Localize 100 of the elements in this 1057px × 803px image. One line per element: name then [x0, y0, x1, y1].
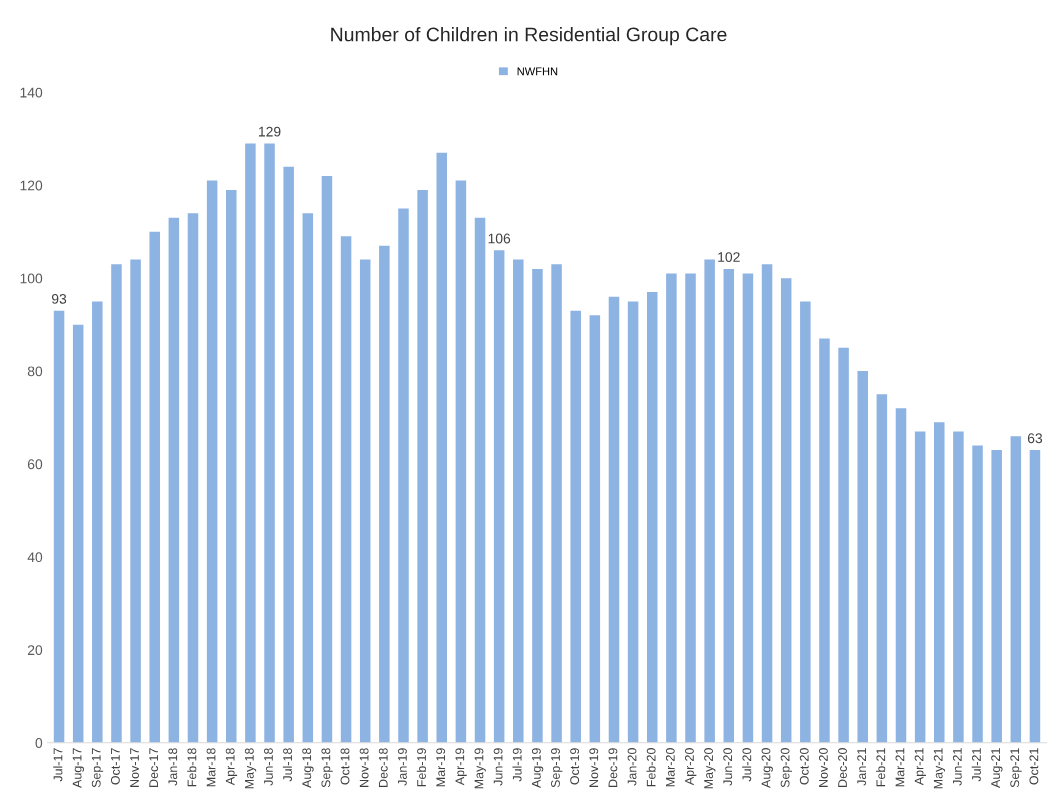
bar [283, 166, 294, 743]
x-tick-label: May-18 [244, 748, 257, 789]
bar [1010, 436, 1022, 743]
bar [493, 250, 505, 743]
x-tick-label: May-20 [704, 748, 716, 789]
x-tick-label: Sep-20 [780, 748, 793, 788]
x-tick-label: Apr-20 [685, 748, 697, 786]
x-tick-label: Jul-20 [742, 748, 752, 782]
x-tick-label: Oct-20 [799, 748, 809, 785]
x-tick-label: Dec-19 [608, 748, 618, 787]
x-tick-label: Dec-18 [378, 748, 388, 787]
x-tick-label: Sep-18 [321, 748, 333, 788]
x-tick-label: Feb-19 [416, 748, 426, 787]
bar [780, 278, 792, 743]
bar [111, 264, 122, 743]
data-label: 102 [718, 252, 740, 262]
x-tick-label: Mar-18 [206, 748, 216, 787]
x-tick-label: Apr-19 [455, 748, 467, 786]
y-tick-label: 80 [27, 366, 43, 377]
y-tick-label: 20 [27, 645, 43, 656]
x-tick-label: Oct-19 [570, 748, 580, 785]
x-tick-label: Jul-21 [971, 748, 981, 782]
bar [742, 273, 754, 743]
y-tick-label: 100 [20, 273, 43, 284]
x-tick-label: Nov-17 [130, 748, 139, 787]
bar [972, 445, 983, 743]
bar [226, 189, 237, 743]
x-tick-label: Jun-21 [952, 748, 962, 786]
bar [666, 273, 677, 743]
x-tick-label: Dec-17 [149, 748, 159, 787]
bar [436, 152, 448, 743]
bar [417, 189, 428, 743]
data-label: 93 [51, 293, 67, 304]
x-tick-label: Nov-19 [589, 748, 599, 787]
chart-title: Number of Children in Residential Group Care [331, 27, 727, 46]
bar [646, 292, 658, 743]
bar [92, 301, 103, 743]
x-tick-label: Aug-21 [991, 748, 1003, 788]
bar [455, 180, 467, 743]
data-label: 63 [1027, 433, 1043, 444]
bar [723, 268, 735, 743]
bar [589, 315, 601, 743]
bar [819, 338, 830, 743]
bar [761, 264, 773, 743]
x-tick-label: Aug-18 [302, 748, 314, 788]
bar [914, 431, 926, 743]
x-tick-label: Mar-21 [895, 748, 905, 787]
bar [474, 217, 486, 743]
x-tick-label: May-19 [474, 748, 486, 789]
x-tick-label: May-21 [933, 748, 946, 789]
bar [1029, 450, 1041, 743]
x-tick-label: Sep-21 [1010, 748, 1022, 788]
x-tick-label: Jun-19 [493, 748, 503, 786]
x-tick-label: Apr-21 [914, 748, 926, 786]
bar [838, 347, 849, 743]
bar [130, 259, 141, 743]
x-tick-label: Oct-17 [110, 748, 120, 785]
x-tick-label: Dec-20 [838, 748, 847, 787]
legend-label: NWFHN [517, 67, 558, 76]
x-tick-label: Oct-18 [340, 748, 350, 785]
bar [302, 213, 314, 743]
bar [895, 408, 907, 743]
x-tick-label: Aug-20 [761, 748, 773, 788]
x-tick-label: Apr-18 [225, 748, 238, 786]
data-label: 129 [259, 126, 281, 137]
bar [991, 450, 1002, 743]
bar [206, 180, 218, 743]
data-label: 106 [488, 233, 511, 244]
bar [532, 268, 543, 743]
x-tick-label: Jan-18 [168, 748, 178, 786]
bar [800, 301, 811, 743]
y-tick-label: 0 [35, 738, 43, 748]
bar [570, 310, 581, 743]
x-tick-label: Jun-20 [723, 748, 733, 786]
bar [321, 175, 333, 743]
x-tick-label: Feb-21 [876, 748, 886, 787]
bar [245, 143, 256, 743]
bar [685, 273, 696, 743]
y-tick-label: 120 [20, 180, 43, 191]
x-tick-label: Nov-20 [818, 748, 828, 787]
bar [704, 259, 715, 743]
bar [340, 236, 352, 743]
bar [379, 245, 390, 743]
bar [627, 301, 639, 743]
x-tick-label: Oct-21 [1029, 748, 1039, 785]
bar [359, 259, 371, 743]
x-tick-label: Jul-19 [512, 748, 522, 782]
bar [953, 431, 964, 743]
bar [149, 231, 160, 743]
x-tick-label: Sep-19 [551, 748, 563, 788]
x-tick-label: Aug-17 [72, 748, 85, 788]
x-tick-label: Feb-18 [187, 748, 197, 787]
x-tick-label: Jan-19 [397, 748, 407, 786]
x-tick-label: Mar-19 [436, 748, 446, 787]
x-tick-label: Jan-20 [627, 748, 637, 786]
bar [53, 310, 65, 743]
x-tick-label: Mar-20 [665, 748, 675, 787]
bar [876, 394, 888, 743]
x-tick-label: Jul-17 [53, 748, 63, 782]
x-tick-label: Jun-18 [264, 748, 273, 786]
